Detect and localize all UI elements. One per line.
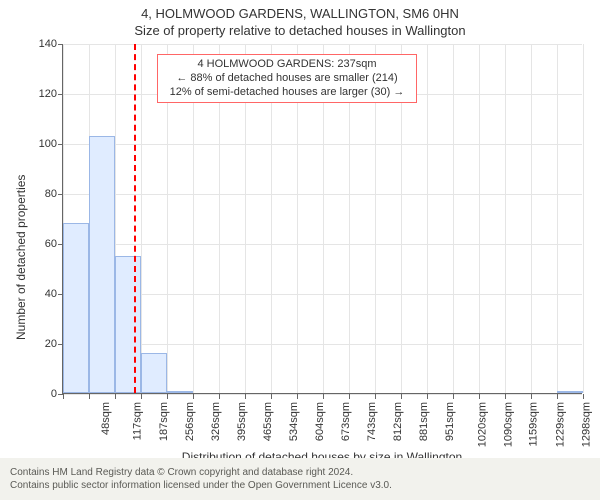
annotation-line: 12% of semi-detached houses are larger (… bbox=[164, 86, 410, 100]
grid-line-v bbox=[531, 44, 532, 393]
xtick-mark bbox=[63, 394, 64, 399]
xtick-label: 1298sqm bbox=[580, 402, 592, 447]
ytick-label: 60 bbox=[29, 238, 57, 250]
xtick-label: 1020sqm bbox=[476, 402, 488, 447]
histogram-bar bbox=[141, 353, 167, 393]
xtick-mark bbox=[219, 394, 220, 399]
xtick-mark bbox=[349, 394, 350, 399]
histogram-bar bbox=[167, 391, 193, 394]
xtick-label: 1229sqm bbox=[554, 402, 566, 447]
xtick-label: 534sqm bbox=[288, 402, 300, 441]
title-subtitle: Size of property relative to detached ho… bbox=[0, 23, 600, 38]
title-block: 4, HOLMWOOD GARDENS, WALLINGTON, SM6 0HN… bbox=[0, 0, 600, 38]
ytick-label: 140 bbox=[29, 38, 57, 50]
xtick-mark bbox=[375, 394, 376, 399]
chart-container: 4, HOLMWOOD GARDENS, WALLINGTON, SM6 0HN… bbox=[0, 0, 600, 500]
annotation-line: 4 HOLMWOOD GARDENS: 237sqm bbox=[164, 58, 410, 72]
plot-area: 02040608010012014048sqm117sqm187sqm256sq… bbox=[62, 44, 582, 394]
xtick-mark bbox=[297, 394, 298, 399]
xtick-label: 187sqm bbox=[158, 402, 170, 441]
marker-line bbox=[134, 44, 136, 393]
title-address: 4, HOLMWOOD GARDENS, WALLINGTON, SM6 0HN bbox=[0, 6, 600, 21]
ytick-label: 100 bbox=[29, 138, 57, 150]
xtick-label: 326sqm bbox=[210, 402, 222, 441]
histogram-bar bbox=[115, 256, 141, 394]
grid-line-v bbox=[427, 44, 428, 393]
xtick-label: 465sqm bbox=[262, 402, 274, 441]
annotation-box: 4 HOLMWOOD GARDENS: 237sqm ← 88% of deta… bbox=[157, 54, 417, 103]
xtick-label: 1159sqm bbox=[527, 402, 539, 446]
xtick-label: 604sqm bbox=[314, 402, 326, 441]
annotation-line: ← 88% of detached houses are smaller (21… bbox=[164, 72, 410, 86]
grid-line-v bbox=[479, 44, 480, 393]
xtick-mark bbox=[89, 394, 90, 399]
xtick-label: 743sqm bbox=[366, 402, 378, 441]
xtick-mark bbox=[167, 394, 168, 399]
xtick-mark bbox=[453, 394, 454, 399]
xtick-mark bbox=[271, 394, 272, 399]
grid-line-v bbox=[453, 44, 454, 393]
ytick-label: 80 bbox=[29, 188, 57, 200]
ytick-label: 0 bbox=[29, 388, 57, 400]
xtick-mark bbox=[401, 394, 402, 399]
xtick-mark bbox=[141, 394, 142, 399]
xtick-label: 1090sqm bbox=[502, 402, 514, 447]
xtick-mark bbox=[557, 394, 558, 399]
xtick-mark bbox=[323, 394, 324, 399]
xtick-label: 48sqm bbox=[100, 402, 112, 435]
grid-line-v bbox=[557, 44, 558, 393]
ytick-label: 120 bbox=[29, 88, 57, 100]
xtick-label: 951sqm bbox=[444, 402, 456, 441]
histogram-bar bbox=[63, 223, 89, 393]
ytick-label: 40 bbox=[29, 288, 57, 300]
histogram-bar bbox=[557, 391, 583, 394]
xtick-mark bbox=[427, 394, 428, 399]
xtick-label: 256sqm bbox=[184, 402, 196, 441]
histogram-bar bbox=[89, 136, 115, 394]
footer-line: Contains public sector information licen… bbox=[10, 479, 590, 492]
xtick-mark bbox=[193, 394, 194, 399]
footer-attribution: Contains HM Land Registry data © Crown c… bbox=[0, 458, 600, 500]
footer-line: Contains HM Land Registry data © Crown c… bbox=[10, 466, 590, 479]
xtick-mark bbox=[479, 394, 480, 399]
xtick-label: 117sqm bbox=[131, 402, 143, 440]
grid-line-v bbox=[505, 44, 506, 393]
xtick-mark bbox=[583, 394, 584, 399]
ytick-label: 20 bbox=[29, 338, 57, 350]
xtick-mark bbox=[531, 394, 532, 399]
grid-line-v bbox=[583, 44, 584, 393]
grid-line-v bbox=[141, 44, 142, 393]
xtick-label: 881sqm bbox=[418, 402, 430, 441]
xtick-label: 395sqm bbox=[236, 402, 248, 441]
xtick-mark bbox=[245, 394, 246, 399]
xtick-mark bbox=[505, 394, 506, 399]
xtick-mark bbox=[115, 394, 116, 399]
xtick-label: 673sqm bbox=[340, 402, 352, 441]
xtick-label: 812sqm bbox=[392, 402, 404, 441]
y-axis-label: Number of detached properties bbox=[14, 175, 28, 340]
